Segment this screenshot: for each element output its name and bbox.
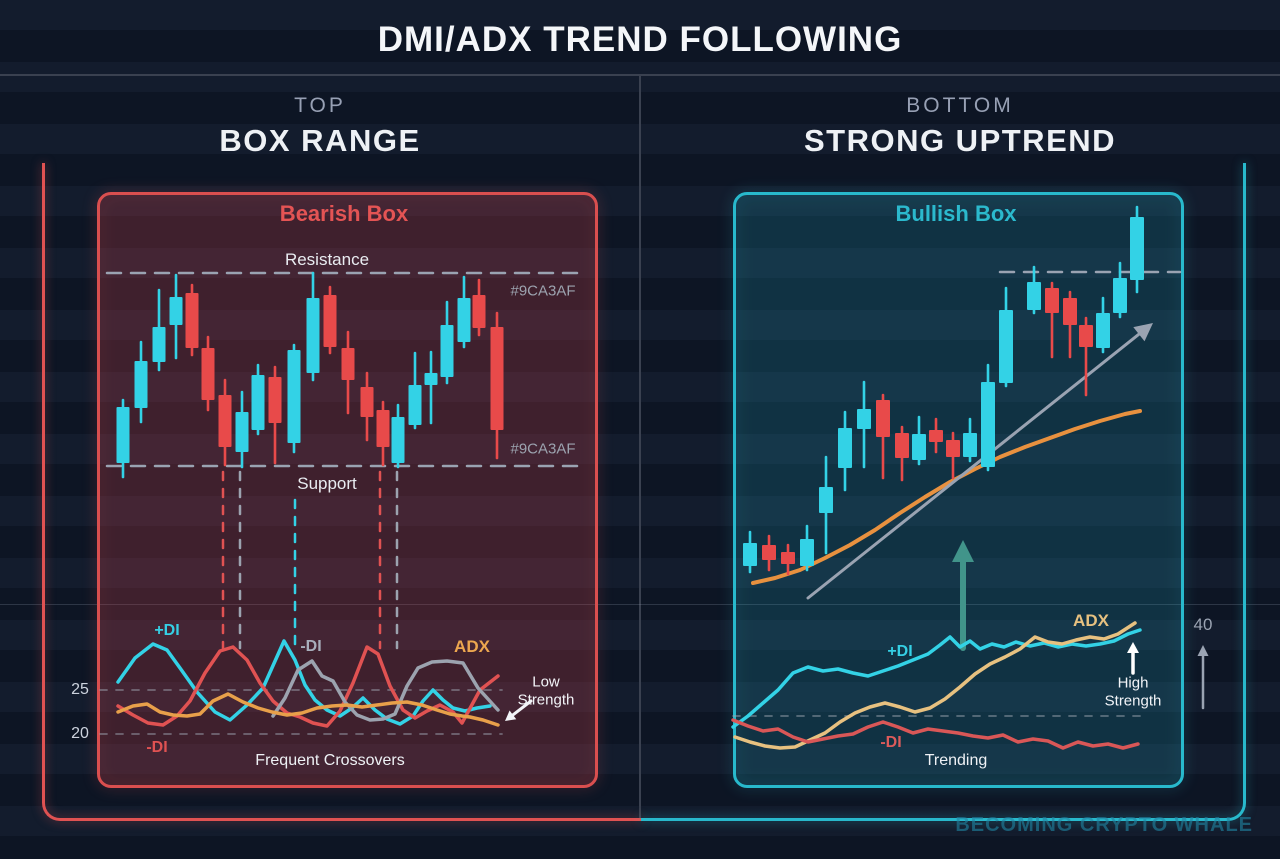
adx-label-right: ADX [1073, 611, 1109, 630]
high-strength-callout: High Strength [1104, 674, 1162, 709]
axis-tick-25: 25 [71, 681, 89, 698]
right-heading: STRONG UPTREND [803, 123, 1117, 158]
left-kicker: TOP [294, 94, 346, 117]
right-outer-frame [641, 163, 1246, 821]
watermark: BECOMING CRYPTO WHALE [955, 814, 1253, 836]
left-heading: BOX RANGE [219, 123, 421, 158]
left-outer-frame [42, 163, 642, 821]
axis-tick-40: 40 [1193, 615, 1213, 634]
minus-di-gray-label: -DI [300, 638, 322, 655]
center-divider-line [639, 76, 641, 818]
bearish-box-title: Bearish Box [279, 201, 409, 226]
low-strength-callout: Low Strength [517, 673, 575, 708]
page-title: DMI/ADX TREND FOLLOWING [377, 20, 903, 59]
section-divider-line [0, 604, 1280, 605]
support-label: Support [297, 474, 357, 493]
plus-di-label-right: +DI [887, 643, 913, 660]
adx-label-left: ADX [454, 637, 490, 656]
support-color-hex-label: #9CA3AF [510, 440, 576, 458]
resistance-color-hex-label: #9CA3AF [510, 282, 576, 300]
axis-tick-20: 20 [71, 725, 89, 742]
right-kicker: BOTTOM [906, 94, 1014, 117]
trending-caption: Trending [924, 752, 988, 769]
frequent-crossovers-caption: Frequent Crossovers [255, 752, 405, 769]
top-divider-line [0, 74, 1280, 76]
plus-di-label-left: +DI [154, 622, 180, 639]
minus-di-label-right: -DI [880, 734, 902, 751]
minus-di-red-label: -DI [146, 739, 168, 756]
resistance-label: Resistance [284, 250, 370, 269]
bullish-box-title: Bullish Box [895, 201, 1017, 226]
